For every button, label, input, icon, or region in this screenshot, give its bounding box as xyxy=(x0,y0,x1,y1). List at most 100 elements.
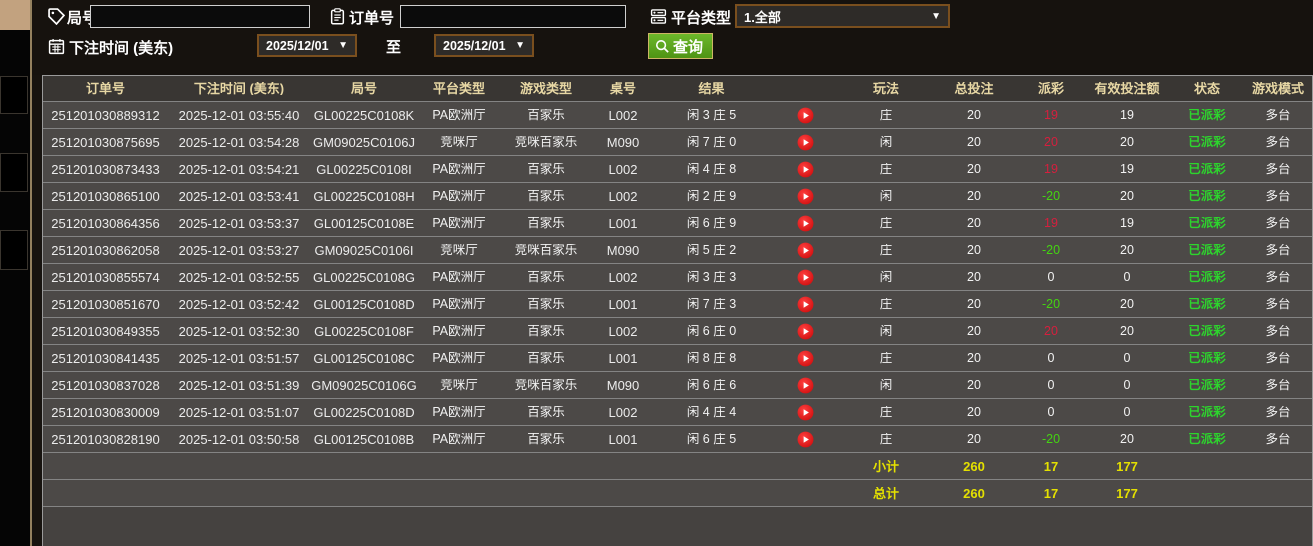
cell-payout: 19 xyxy=(1044,162,1058,176)
cell-round-no: GM09025C0106J xyxy=(313,135,415,149)
search-icon xyxy=(655,39,670,54)
cell-bet-time: 2025-12-01 03:55:40 xyxy=(178,108,300,122)
cell-order-no: 251201030862058 xyxy=(51,243,160,257)
cell-valid-bet: 19 xyxy=(1120,216,1134,230)
total-valid: 177 xyxy=(1116,486,1138,500)
filter-toolbar: 局号 订单号 平台类型 1.全部 ▼ 下注时间 (美东) 2025/12/01 … xyxy=(32,0,1313,75)
play-video-icon[interactable] xyxy=(797,215,814,232)
cell-valid-bet: 20 xyxy=(1120,189,1134,203)
play-video-icon[interactable] xyxy=(797,323,814,340)
cell-game-mode: 多台 xyxy=(1265,216,1291,230)
cell-order-no: 251201030873433 xyxy=(51,162,160,176)
cell-play-type: 闲 xyxy=(879,135,893,149)
order-no-label: 订单号 xyxy=(349,10,395,27)
chevron-down-icon: ▼ xyxy=(338,40,348,51)
cell-result: 闲 7 庄 0 xyxy=(686,135,737,149)
play-video-icon[interactable] xyxy=(797,188,814,205)
cell-table-no: L002 xyxy=(608,189,638,203)
cell-status: 已派彩 xyxy=(1188,405,1226,419)
cell-total-bet: 20 xyxy=(967,189,981,203)
play-video-icon[interactable] xyxy=(797,431,814,448)
platform-type-select[interactable]: 1.全部 ▼ xyxy=(735,4,950,28)
table-row: 251201030830009 2025-12-01 03:51:07 GL00… xyxy=(43,399,1312,426)
play-video-icon[interactable] xyxy=(797,161,814,178)
cell-payout: -20 xyxy=(1041,189,1061,203)
date-from-value: 2025/12/01 xyxy=(266,38,329,53)
play-video-icon[interactable] xyxy=(797,269,814,286)
cell-result: 闲 6 庄 9 xyxy=(686,216,737,230)
cell-payout: 0 xyxy=(1047,378,1055,392)
cell-payout: 19 xyxy=(1044,108,1058,122)
cell-valid-bet: 0 xyxy=(1123,270,1131,284)
table-row: 251201030865100 2025-12-01 03:53:41 GL00… xyxy=(43,183,1312,210)
cell-game-mode: 多台 xyxy=(1265,108,1291,122)
date-from-select[interactable]: 2025/12/01 ▼ xyxy=(257,34,357,57)
play-video-icon[interactable] xyxy=(797,350,814,367)
play-video-icon[interactable] xyxy=(797,134,814,151)
cell-round-no: GL00225C0108G xyxy=(313,270,415,284)
cell-valid-bet: 20 xyxy=(1120,432,1134,446)
play-video-icon[interactable] xyxy=(797,296,814,313)
round-no-label: 局号 xyxy=(67,10,98,27)
cell-table-no: L002 xyxy=(608,270,638,284)
date-to-select[interactable]: 2025/12/01 ▼ xyxy=(434,34,534,57)
cell-total-bet: 20 xyxy=(967,432,981,446)
cell-status: 已派彩 xyxy=(1188,378,1226,392)
cell-total-bet: 20 xyxy=(967,405,981,419)
cell-status: 已派彩 xyxy=(1188,135,1226,149)
play-video-icon[interactable] xyxy=(797,404,814,421)
cell-total-bet: 20 xyxy=(967,270,981,284)
collapsed-sidebar xyxy=(0,0,30,546)
calendar-icon xyxy=(48,38,65,55)
platform-layers-icon xyxy=(650,8,667,25)
cell-play-type: 庄 xyxy=(879,297,893,311)
cell-game-type: 百家乐 xyxy=(527,351,565,365)
header-platform: 平台类型 xyxy=(432,82,485,95)
cell-bet-time: 2025-12-01 03:51:07 xyxy=(178,405,300,419)
header-table-no: 桌号 xyxy=(609,82,636,95)
cell-valid-bet: 0 xyxy=(1123,378,1131,392)
header-order-no: 订单号 xyxy=(85,82,125,95)
header-game-mode: 游戏模式 xyxy=(1251,82,1304,95)
cell-round-no: GL00225C0108I xyxy=(316,162,412,176)
table-row: 251201030851670 2025-12-01 03:52:42 GL00… xyxy=(43,291,1312,318)
cell-valid-bet: 19 xyxy=(1120,162,1134,176)
play-video-icon[interactable] xyxy=(797,377,814,394)
play-video-icon[interactable] xyxy=(797,242,814,259)
cell-result: 闲 2 庄 9 xyxy=(686,189,737,203)
play-video-icon[interactable] xyxy=(797,107,814,124)
sidebar-divider xyxy=(30,0,32,546)
cell-total-bet: 20 xyxy=(967,351,981,365)
search-button[interactable]: 查询 xyxy=(648,33,714,59)
cell-platform: PA欧洲厅 xyxy=(432,405,486,419)
cell-game-type: 竞咪百家乐 xyxy=(514,378,578,392)
round-no-input[interactable] xyxy=(90,5,310,28)
cell-platform: PA欧洲厅 xyxy=(432,351,486,365)
cell-total-bet: 20 xyxy=(967,297,981,311)
tag-icon xyxy=(48,8,65,25)
cell-platform: PA欧洲厅 xyxy=(432,189,486,203)
chevron-down-icon: ▼ xyxy=(515,40,525,51)
sidebar-hidden-item xyxy=(0,230,28,270)
cell-valid-bet: 20 xyxy=(1120,135,1134,149)
cell-play-type: 庄 xyxy=(879,108,893,122)
table-row: 251201030855574 2025-12-01 03:52:55 GL00… xyxy=(43,264,1312,291)
subtotal-valid: 177 xyxy=(1116,459,1138,473)
cell-order-no: 251201030849355 xyxy=(51,324,160,338)
table-row: 251201030828190 2025-12-01 03:50:58 GL00… xyxy=(43,426,1312,453)
cell-game-mode: 多台 xyxy=(1265,432,1291,446)
cell-payout: 20 xyxy=(1044,324,1058,338)
order-no-input[interactable] xyxy=(400,5,626,28)
cell-play-type: 庄 xyxy=(879,351,893,365)
cell-round-no: GM09025C0106I xyxy=(314,243,414,257)
table-row: 251201030862058 2025-12-01 03:53:27 GM09… xyxy=(43,237,1312,264)
cell-status: 已派彩 xyxy=(1188,297,1226,311)
cell-table-no: M090 xyxy=(606,135,640,149)
cell-total-bet: 20 xyxy=(967,243,981,257)
cell-play-type: 庄 xyxy=(879,405,893,419)
cell-status: 已派彩 xyxy=(1188,270,1226,284)
cell-game-type: 百家乐 xyxy=(527,216,565,230)
cell-play-type: 闲 xyxy=(879,189,893,203)
cell-game-mode: 多台 xyxy=(1265,405,1291,419)
cell-result: 闲 6 庄 0 xyxy=(686,324,737,338)
